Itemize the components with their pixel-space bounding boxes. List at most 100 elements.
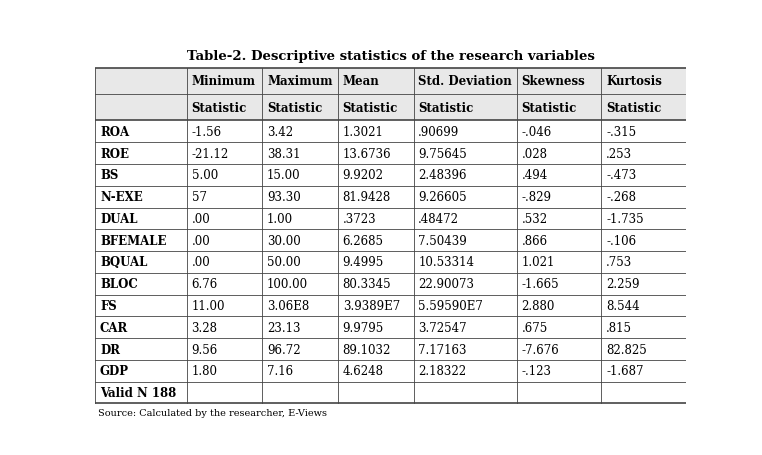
Text: .675: .675 xyxy=(522,321,548,334)
Text: Kurtosis: Kurtosis xyxy=(606,75,662,88)
Text: Source: Calculated by the researcher, E-Views: Source: Calculated by the researcher, E-… xyxy=(98,408,327,417)
Text: 9.75645: 9.75645 xyxy=(418,147,467,160)
Text: Skewness: Skewness xyxy=(522,75,585,88)
Text: Statistic: Statistic xyxy=(522,101,577,115)
Text: FS: FS xyxy=(100,299,117,312)
Text: 38.31: 38.31 xyxy=(267,147,300,160)
Text: 9.56: 9.56 xyxy=(191,343,218,356)
Text: 5.00: 5.00 xyxy=(191,169,218,182)
Text: Statistic: Statistic xyxy=(191,101,247,115)
Text: 1.3021: 1.3021 xyxy=(343,126,383,138)
Bar xyxy=(95,230,686,252)
Text: -.106: -.106 xyxy=(606,234,636,247)
Bar xyxy=(95,121,686,143)
Text: BFEMALE: BFEMALE xyxy=(100,234,166,247)
Bar xyxy=(95,252,686,273)
Text: 11.00: 11.00 xyxy=(191,299,225,312)
Text: Statistic: Statistic xyxy=(267,101,322,115)
Text: BS: BS xyxy=(100,169,118,182)
Text: 22.90073: 22.90073 xyxy=(418,278,474,291)
Text: ROA: ROA xyxy=(100,126,129,138)
Text: -7.676: -7.676 xyxy=(522,343,559,356)
Text: 7.50439: 7.50439 xyxy=(418,234,467,247)
Text: Statistic: Statistic xyxy=(606,101,661,115)
Text: Table-2. Descriptive statistics of the research variables: Table-2. Descriptive statistics of the r… xyxy=(187,51,594,63)
Text: -21.12: -21.12 xyxy=(191,147,229,160)
Text: 6.76: 6.76 xyxy=(191,278,218,291)
Text: DUAL: DUAL xyxy=(100,212,137,225)
Text: 30.00: 30.00 xyxy=(267,234,301,247)
Bar xyxy=(95,143,686,165)
Text: 2.18322: 2.18322 xyxy=(418,364,466,378)
Text: Maximum: Maximum xyxy=(267,75,332,88)
Text: Valid N 188: Valid N 188 xyxy=(100,386,176,399)
Text: -.268: -.268 xyxy=(606,191,636,204)
Text: .532: .532 xyxy=(522,212,548,225)
Text: BLOC: BLOC xyxy=(100,278,138,291)
Bar xyxy=(95,317,686,339)
Text: 93.30: 93.30 xyxy=(267,191,301,204)
Text: 9.26605: 9.26605 xyxy=(418,191,467,204)
Text: 100.00: 100.00 xyxy=(267,278,308,291)
Text: -.473: -.473 xyxy=(606,169,636,182)
Text: -1.735: -1.735 xyxy=(606,212,644,225)
Text: DR: DR xyxy=(100,343,120,356)
Text: 1.00: 1.00 xyxy=(267,212,293,225)
Text: -1.56: -1.56 xyxy=(191,126,222,138)
Text: 50.00: 50.00 xyxy=(267,256,301,269)
Text: 57: 57 xyxy=(191,191,207,204)
Text: GDP: GDP xyxy=(100,364,129,378)
Text: Minimum: Minimum xyxy=(191,75,255,88)
Text: 96.72: 96.72 xyxy=(267,343,301,356)
Text: .48472: .48472 xyxy=(418,212,459,225)
Text: 3.72547: 3.72547 xyxy=(418,321,467,334)
Bar xyxy=(95,187,686,208)
Text: .253: .253 xyxy=(606,147,632,160)
Text: 10.53314: 10.53314 xyxy=(418,256,474,269)
Bar xyxy=(95,360,686,382)
Text: 3.06E8: 3.06E8 xyxy=(267,299,309,312)
Text: 81.9428: 81.9428 xyxy=(343,191,391,204)
Text: 3.9389E7: 3.9389E7 xyxy=(343,299,400,312)
Text: Statistic: Statistic xyxy=(418,101,473,115)
Text: 3.28: 3.28 xyxy=(191,321,217,334)
Text: 5.59590E7: 5.59590E7 xyxy=(418,299,483,312)
Text: ROE: ROE xyxy=(100,147,129,160)
Text: .00: .00 xyxy=(191,234,210,247)
Text: 13.6736: 13.6736 xyxy=(343,147,392,160)
Text: 2.880: 2.880 xyxy=(522,299,555,312)
Text: 9.9795: 9.9795 xyxy=(343,321,384,334)
Bar xyxy=(95,273,686,295)
Bar xyxy=(95,165,686,187)
Bar xyxy=(95,69,686,95)
Bar xyxy=(95,95,686,121)
Text: .028: .028 xyxy=(522,147,548,160)
Text: 1.80: 1.80 xyxy=(191,364,217,378)
Text: -.829: -.829 xyxy=(522,191,552,204)
Text: 4.6248: 4.6248 xyxy=(343,364,384,378)
Text: N-EXE: N-EXE xyxy=(100,191,142,204)
Text: 6.2685: 6.2685 xyxy=(343,234,384,247)
Text: 9.9202: 9.9202 xyxy=(343,169,384,182)
Text: 89.1032: 89.1032 xyxy=(343,343,391,356)
Text: 3.42: 3.42 xyxy=(267,126,293,138)
Text: .3723: .3723 xyxy=(343,212,376,225)
Text: -1.687: -1.687 xyxy=(606,364,644,378)
Bar xyxy=(95,339,686,360)
Text: CAR: CAR xyxy=(100,321,128,334)
Text: .815: .815 xyxy=(606,321,632,334)
Text: 2.48396: 2.48396 xyxy=(418,169,467,182)
Text: .753: .753 xyxy=(606,256,632,269)
Text: .00: .00 xyxy=(191,212,210,225)
Text: 2.259: 2.259 xyxy=(606,278,639,291)
Text: BQUAL: BQUAL xyxy=(100,256,147,269)
Text: 82.825: 82.825 xyxy=(606,343,647,356)
Text: 9.4995: 9.4995 xyxy=(343,256,384,269)
Text: .90699: .90699 xyxy=(418,126,459,138)
Text: Mean: Mean xyxy=(343,75,379,88)
Text: Statistic: Statistic xyxy=(343,101,398,115)
Text: .494: .494 xyxy=(522,169,548,182)
Text: 80.3345: 80.3345 xyxy=(343,278,392,291)
Text: -.315: -.315 xyxy=(606,126,636,138)
Text: -1.665: -1.665 xyxy=(522,278,559,291)
